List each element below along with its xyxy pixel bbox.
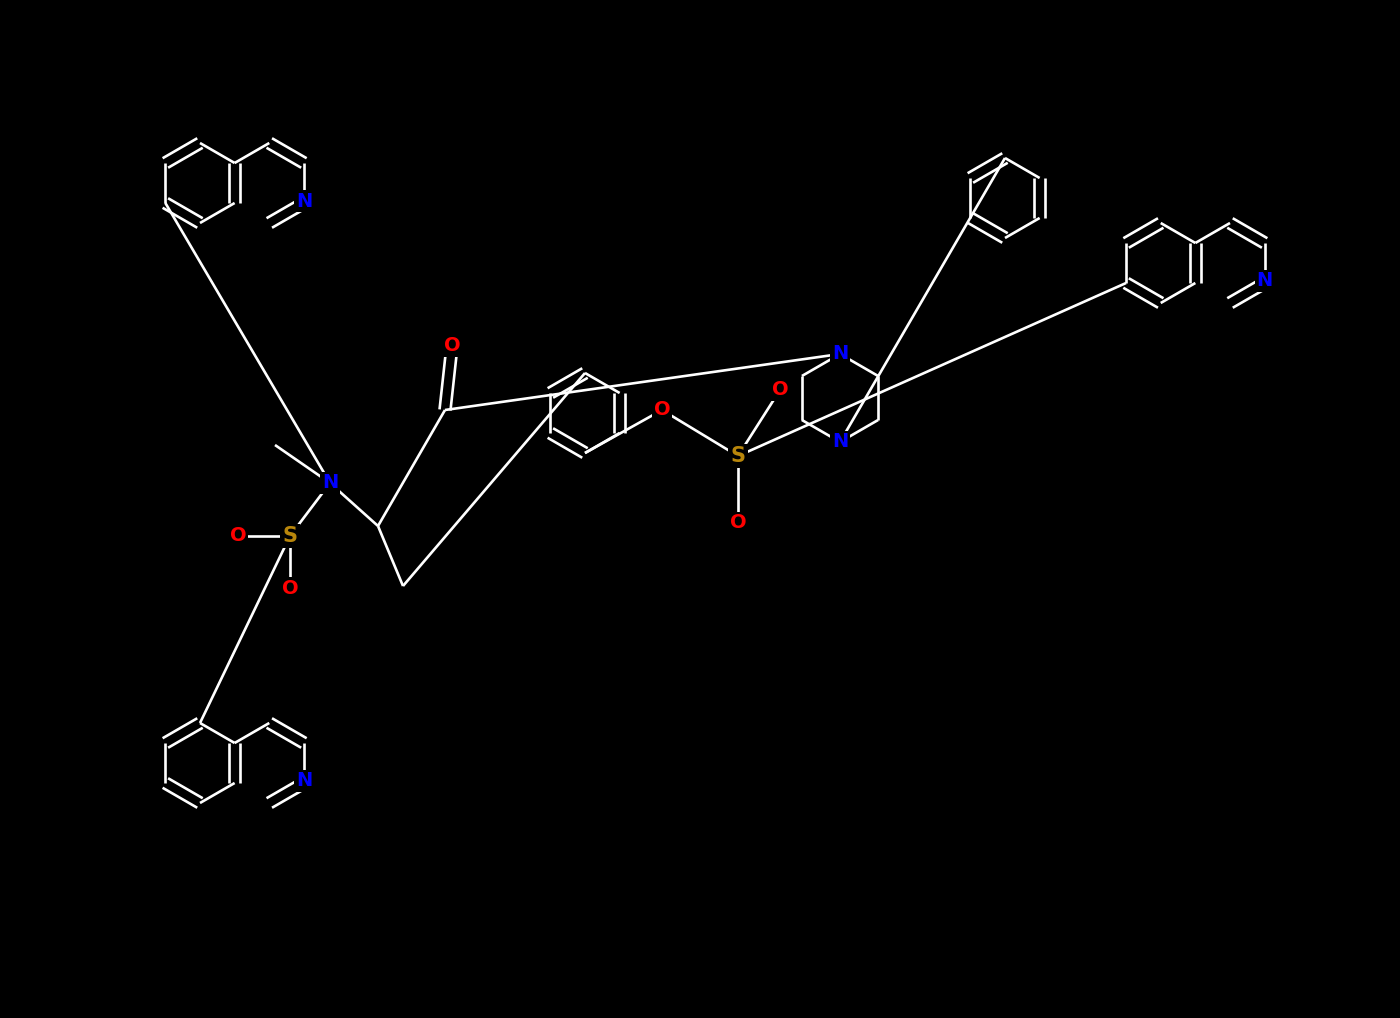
Text: N: N xyxy=(832,344,848,363)
Text: N: N xyxy=(832,433,848,452)
Text: O: O xyxy=(230,526,246,546)
Text: N: N xyxy=(1257,272,1273,290)
Text: O: O xyxy=(281,578,298,598)
Text: N: N xyxy=(295,772,312,791)
Text: N: N xyxy=(295,191,312,211)
Text: O: O xyxy=(729,513,746,532)
Text: O: O xyxy=(444,337,461,355)
Text: O: O xyxy=(654,400,671,419)
Text: S: S xyxy=(731,446,745,466)
Text: S: S xyxy=(283,526,297,546)
Text: O: O xyxy=(771,381,788,399)
Text: N: N xyxy=(322,473,339,493)
